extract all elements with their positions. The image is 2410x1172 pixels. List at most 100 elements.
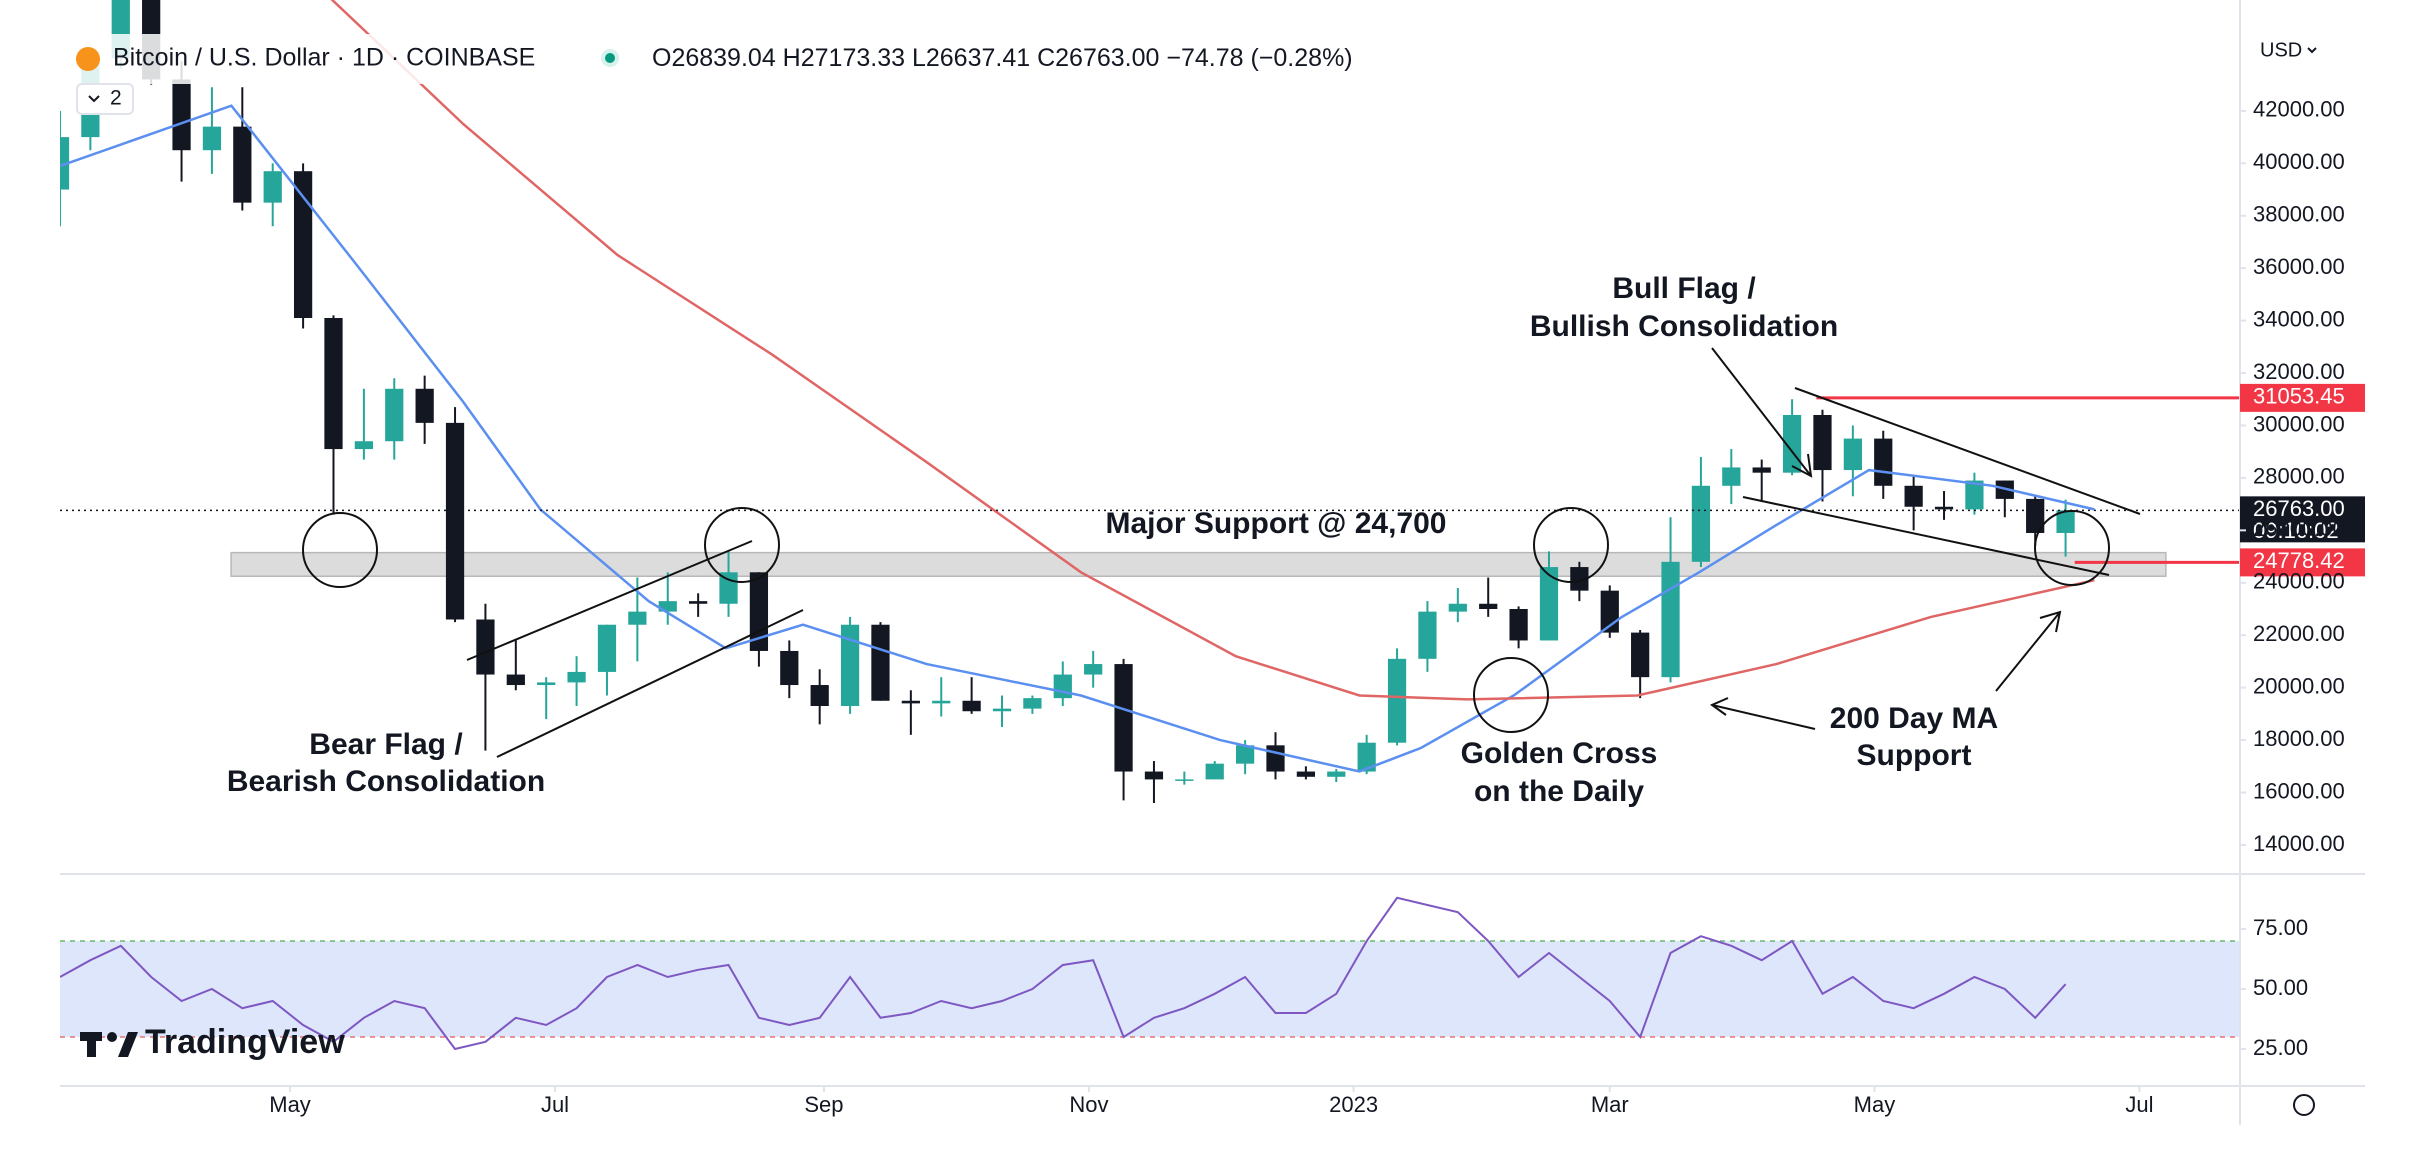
trend-line <box>1742 496 2110 576</box>
currency[interactable]: USD <box>2260 39 2302 61</box>
y-tick-label: 20000.00 <box>2253 673 2345 698</box>
candle-body <box>506 674 525 686</box>
y-tick-label: 30000.00 <box>2253 411 2345 436</box>
candle-body <box>1965 480 1984 510</box>
rsi-pane <box>60 896 2240 1051</box>
candle-body <box>1205 763 1224 780</box>
indicator-count: 2 <box>110 87 122 110</box>
candle-body <box>445 422 465 620</box>
x-tick-label: 2023 <box>1329 1092 1378 1117</box>
background-layer <box>230 551 2167 577</box>
brand-logo <box>80 1032 138 1057</box>
x-tick-label: Sep <box>804 1092 843 1117</box>
candle-body <box>354 441 373 450</box>
y-tick-label: 28000.00 <box>2253 464 2345 489</box>
candle-body <box>537 682 556 686</box>
rsi-line <box>60 896 2067 1051</box>
x-tick-label: May <box>1854 1092 1896 1117</box>
brand: TradingView <box>145 1023 345 1061</box>
candle-body <box>1144 771 1164 780</box>
price-tag <box>2240 383 2365 412</box>
circle-marker <box>1473 657 1549 733</box>
candle-body <box>1418 611 1437 659</box>
candle-body <box>1934 506 1954 510</box>
candle-body <box>992 708 1012 712</box>
circle-marker <box>704 507 780 583</box>
price-tag <box>2240 548 2365 577</box>
trend-line <box>1794 387 2141 515</box>
candle-body <box>1266 745 1285 772</box>
annotation: Bullish Consolidation <box>1530 310 1838 343</box>
open: O26839.04 <box>652 44 776 72</box>
drawings: Bear Flag / Bearish Consolidation Bull F… <box>227 272 2141 808</box>
annotation: Support <box>1857 739 1972 772</box>
change: −74.78 (−0.28%) <box>1166 44 1352 72</box>
y-tick-label: 40000.00 <box>2253 149 2345 174</box>
price-tag-label: 31053.45 <box>2253 384 2345 409</box>
annotation: Golden Cross <box>1461 737 1658 770</box>
x-tick-label: Jul <box>2125 1092 2153 1117</box>
candle-body <box>1084 664 1103 675</box>
candle-body <box>263 171 282 203</box>
candle-body <box>1387 658 1407 743</box>
chevron <box>2307 47 2317 54</box>
candle-body <box>1843 438 1862 471</box>
circle-marker <box>302 512 378 588</box>
candle-body <box>932 700 951 704</box>
candle-body <box>202 126 222 151</box>
x-tick-label: Jul <box>541 1092 569 1117</box>
candle-body <box>689 601 708 604</box>
candle-body <box>840 624 860 707</box>
moving-average <box>60 104 2095 773</box>
candle-body <box>1235 745 1255 764</box>
candle-body <box>172 79 191 151</box>
candle-body <box>1448 603 1467 612</box>
candle-body <box>1631 632 1650 678</box>
status-dot <box>605 53 615 63</box>
trend-line <box>466 540 753 661</box>
candle-body <box>1904 485 1923 507</box>
x-tick-label: May <box>269 1092 311 1117</box>
candle-body <box>1570 567 1589 591</box>
candle-body <box>1539 567 1559 641</box>
y-tick-label: 38000.00 <box>2253 202 2345 227</box>
candle-body <box>1357 742 1376 772</box>
low: L26637.41 <box>912 44 1030 72</box>
high: H27173.33 <box>783 44 905 72</box>
y-tick-label: 24000.00 <box>2253 569 2345 594</box>
y-tick-label: 75.00 <box>2253 915 2308 940</box>
circle-marker <box>2034 510 2110 586</box>
circle-marker <box>1533 507 1609 583</box>
candle-body <box>810 685 829 707</box>
annotation: Bull Flag / <box>1612 272 1756 305</box>
candle-body <box>1509 609 1528 641</box>
candle-body <box>415 388 434 423</box>
header-backdrop <box>60 34 580 84</box>
header: Bitcoin / U.S. Dollar · 1D · COINBASE O2… <box>60 34 2317 1061</box>
candle-body <box>628 611 647 625</box>
y-tick-label: 16000.00 <box>2253 778 2345 803</box>
rsi-band <box>60 941 2240 1037</box>
candle-body <box>1327 771 1346 777</box>
y-tick-label: 25.00 <box>2253 1035 2308 1060</box>
annotation: Bearish Consolidation <box>227 765 545 798</box>
settings-icon[interactable] <box>2293 1094 2315 1116</box>
candle-body <box>1722 467 1741 486</box>
annotation: on the Daily <box>1474 775 1644 808</box>
indicator-toggle[interactable] <box>76 83 134 115</box>
ohlc: O26839.04 H27173.33 L26637.41 C26763.00 … <box>652 44 1353 72</box>
candle-body <box>2026 498 2045 533</box>
annotation: Bear Flag / <box>309 728 463 761</box>
x-tick-label: Nov <box>1069 1092 1108 1117</box>
arrow <box>1711 347 1813 478</box>
candle-body <box>1114 664 1133 772</box>
candle-body <box>1752 467 1771 473</box>
candle-body <box>233 126 252 203</box>
candle-body <box>324 318 343 450</box>
candle-body <box>1053 674 1072 699</box>
candle-body <box>1661 561 1680 678</box>
y-tick-label: 26000.00 <box>2253 516 2345 541</box>
arrow <box>1995 610 2062 692</box>
x-tick-label: Mar <box>1591 1092 1629 1117</box>
trend-line <box>496 609 804 758</box>
